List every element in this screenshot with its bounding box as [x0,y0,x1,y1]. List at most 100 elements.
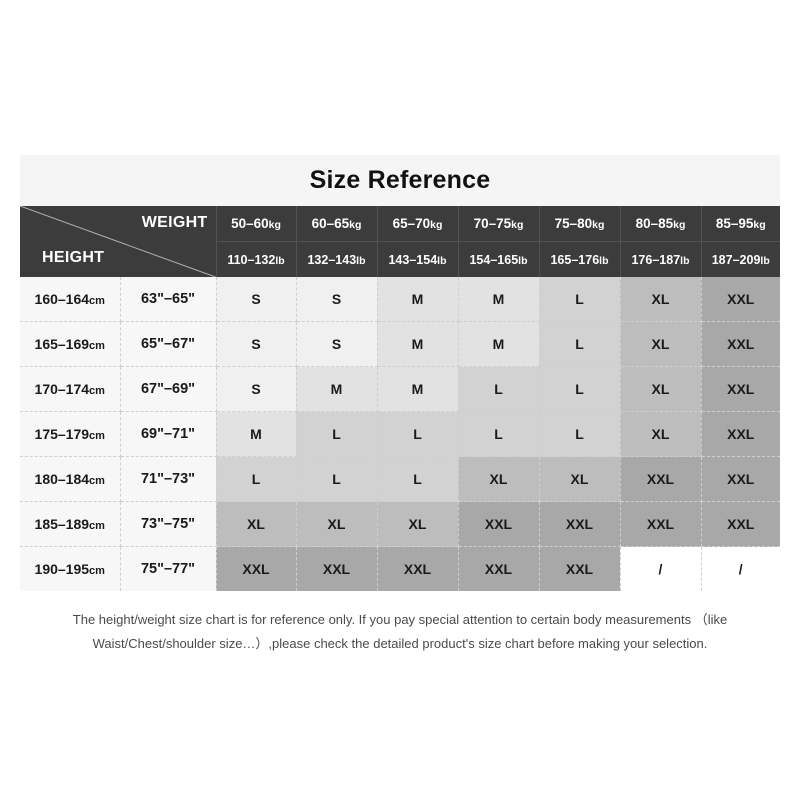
size-cell: XXL [620,501,702,547]
height-cm-cell: 175–179cm [20,411,121,457]
height-cm-value: 190–195 [34,561,90,577]
size-cell: L [539,277,621,322]
size-cell: XL [620,366,702,412]
weight-lb-header-cell: 143–154lb [376,241,458,277]
size-cell: S [296,321,378,367]
height-cm-unit: cm [89,430,105,442]
weight-lb-unit: lb [518,254,528,267]
weight-kg-value: 70–75 [473,216,512,231]
size-cell: L [296,456,378,502]
weight-lb-header-cell: 165–176lb [538,241,620,277]
size-cell: XXL [539,501,621,547]
size-cell: XXL [377,546,459,591]
size-cell: XXL [458,546,540,591]
size-cell: XL [377,501,459,547]
size-cell: XXL [216,546,297,591]
height-inch-cell: 67"–69" [120,366,217,412]
size-cell: L [296,411,378,457]
height-cm-value: 165–169 [34,336,90,352]
size-cell: XXL [458,501,540,547]
weight-kg-unit: kg [268,219,281,231]
page-title: Size Reference [309,166,491,194]
size-cell: L [377,456,459,502]
weight-lb-value: 176–187 [631,252,681,267]
weight-lb-value: 154–165 [469,252,519,267]
table-row: 160–164cm 63"–65" S S M M L XL XXL [20,277,780,322]
size-cell: XL [620,277,702,322]
size-cell: XL [620,321,702,367]
weight-kg-unit: kg [349,219,362,231]
table-header: WEIGHT HEIGHT 50–60kg 60–65kg 65–70kg 70… [20,206,780,277]
size-cell: XXL [701,456,780,502]
height-cm-cell: 165–169cm [20,321,121,367]
size-cell: XXL [701,366,780,412]
size-cell: S [216,277,297,322]
height-cm-value: 170–174 [34,381,90,397]
height-cm-cell: 180–184cm [20,456,121,502]
height-inch-cell: 63"–65" [120,277,217,322]
weight-kg-value: 65–70 [392,216,431,231]
weight-kg-unit: kg [753,219,766,231]
height-cm-cell: 170–174cm [20,366,121,412]
disclaimer-note: The height/weight size chart is for refe… [72,612,728,651]
weight-kg-value: 50–60 [231,216,269,231]
weight-kg-header-cell: 65–70kg [376,206,458,242]
weight-lb-unit: lb [275,254,285,267]
weight-kg-value: 85–95 [715,216,754,231]
size-cell: M [458,321,540,367]
height-cm-cell: 185–189cm [20,501,121,547]
weight-lb-header-cell: 176–187lb [619,241,701,277]
height-cm-unit: cm [89,295,105,307]
size-cell: M [377,277,459,322]
size-cell: L [539,366,621,412]
weight-lb-header-cell: 154–165lb [457,241,539,277]
weight-kg-unit: kg [592,219,605,231]
weight-kg-unit: kg [673,219,686,231]
height-cm-unit: cm [89,475,105,487]
weight-kg-value: 80–85 [635,216,674,231]
weight-lb-header-cell: 132–143lb [295,241,377,277]
size-cell: / [620,546,702,591]
weight-lb-unit: lb [356,254,366,267]
size-reference-table: WEIGHT HEIGHT 50–60kg 60–65kg 65–70kg 70… [20,206,780,591]
height-axis-label: HEIGHT [42,249,105,266]
size-cell: M [377,321,459,367]
weight-lb-header-cell: 110–132lb [215,241,296,277]
weight-lb-unit: lb [760,254,770,267]
height-cm-cell: 160–164cm [20,277,121,322]
height-cm-unit: cm [89,385,105,397]
size-cell: L [458,366,540,412]
size-cell: XL [539,456,621,502]
weight-lb-unit: lb [680,254,690,267]
height-cm-value: 180–184 [34,471,90,487]
header-row-kg: WEIGHT HEIGHT 50–60kg 60–65kg 65–70kg 70… [20,206,780,277]
size-cell: XXL [701,277,780,322]
height-cm-unit: cm [89,565,105,577]
size-cell: L [458,411,540,457]
weight-lb-header-cell: 187–209lb [700,241,780,277]
weight-lb-value: 143–154 [388,252,438,267]
title-band: Size Reference [20,155,780,206]
size-cell: / [701,546,780,591]
weight-kg-header-cell: 75–80kg [538,206,620,242]
size-cell: L [216,456,297,502]
weight-kg-value: 75–80 [554,216,593,231]
table-row: 190–195cm 75"–77" XXL XXL XXL XXL XXL / / [20,546,780,591]
height-cm-value: 175–179 [34,426,90,442]
weight-lb-unit: lb [599,254,609,267]
size-cell: XL [458,456,540,502]
weight-kg-value: 60–65 [311,216,350,231]
header-corner-cell: WEIGHT HEIGHT [20,206,216,277]
size-cell: XXL [701,321,780,367]
height-inch-cell: 75"–77" [120,546,217,591]
size-cell: XXL [296,546,378,591]
height-cm-value: 185–189 [34,516,90,532]
size-cell: S [216,366,297,412]
height-inch-cell: 73"–75" [120,501,217,547]
size-cell: M [296,366,378,412]
weight-kg-unit: kg [430,219,443,231]
height-cm-value: 160–164 [34,291,90,307]
table-row: 175–179cm 69"–71" M L L L L XL XXL [20,411,780,457]
table-row: 185–189cm 73"–75" XL XL XL XXL XXL XXL XXL [20,501,780,547]
weight-lb-value: 165–176 [550,252,600,267]
